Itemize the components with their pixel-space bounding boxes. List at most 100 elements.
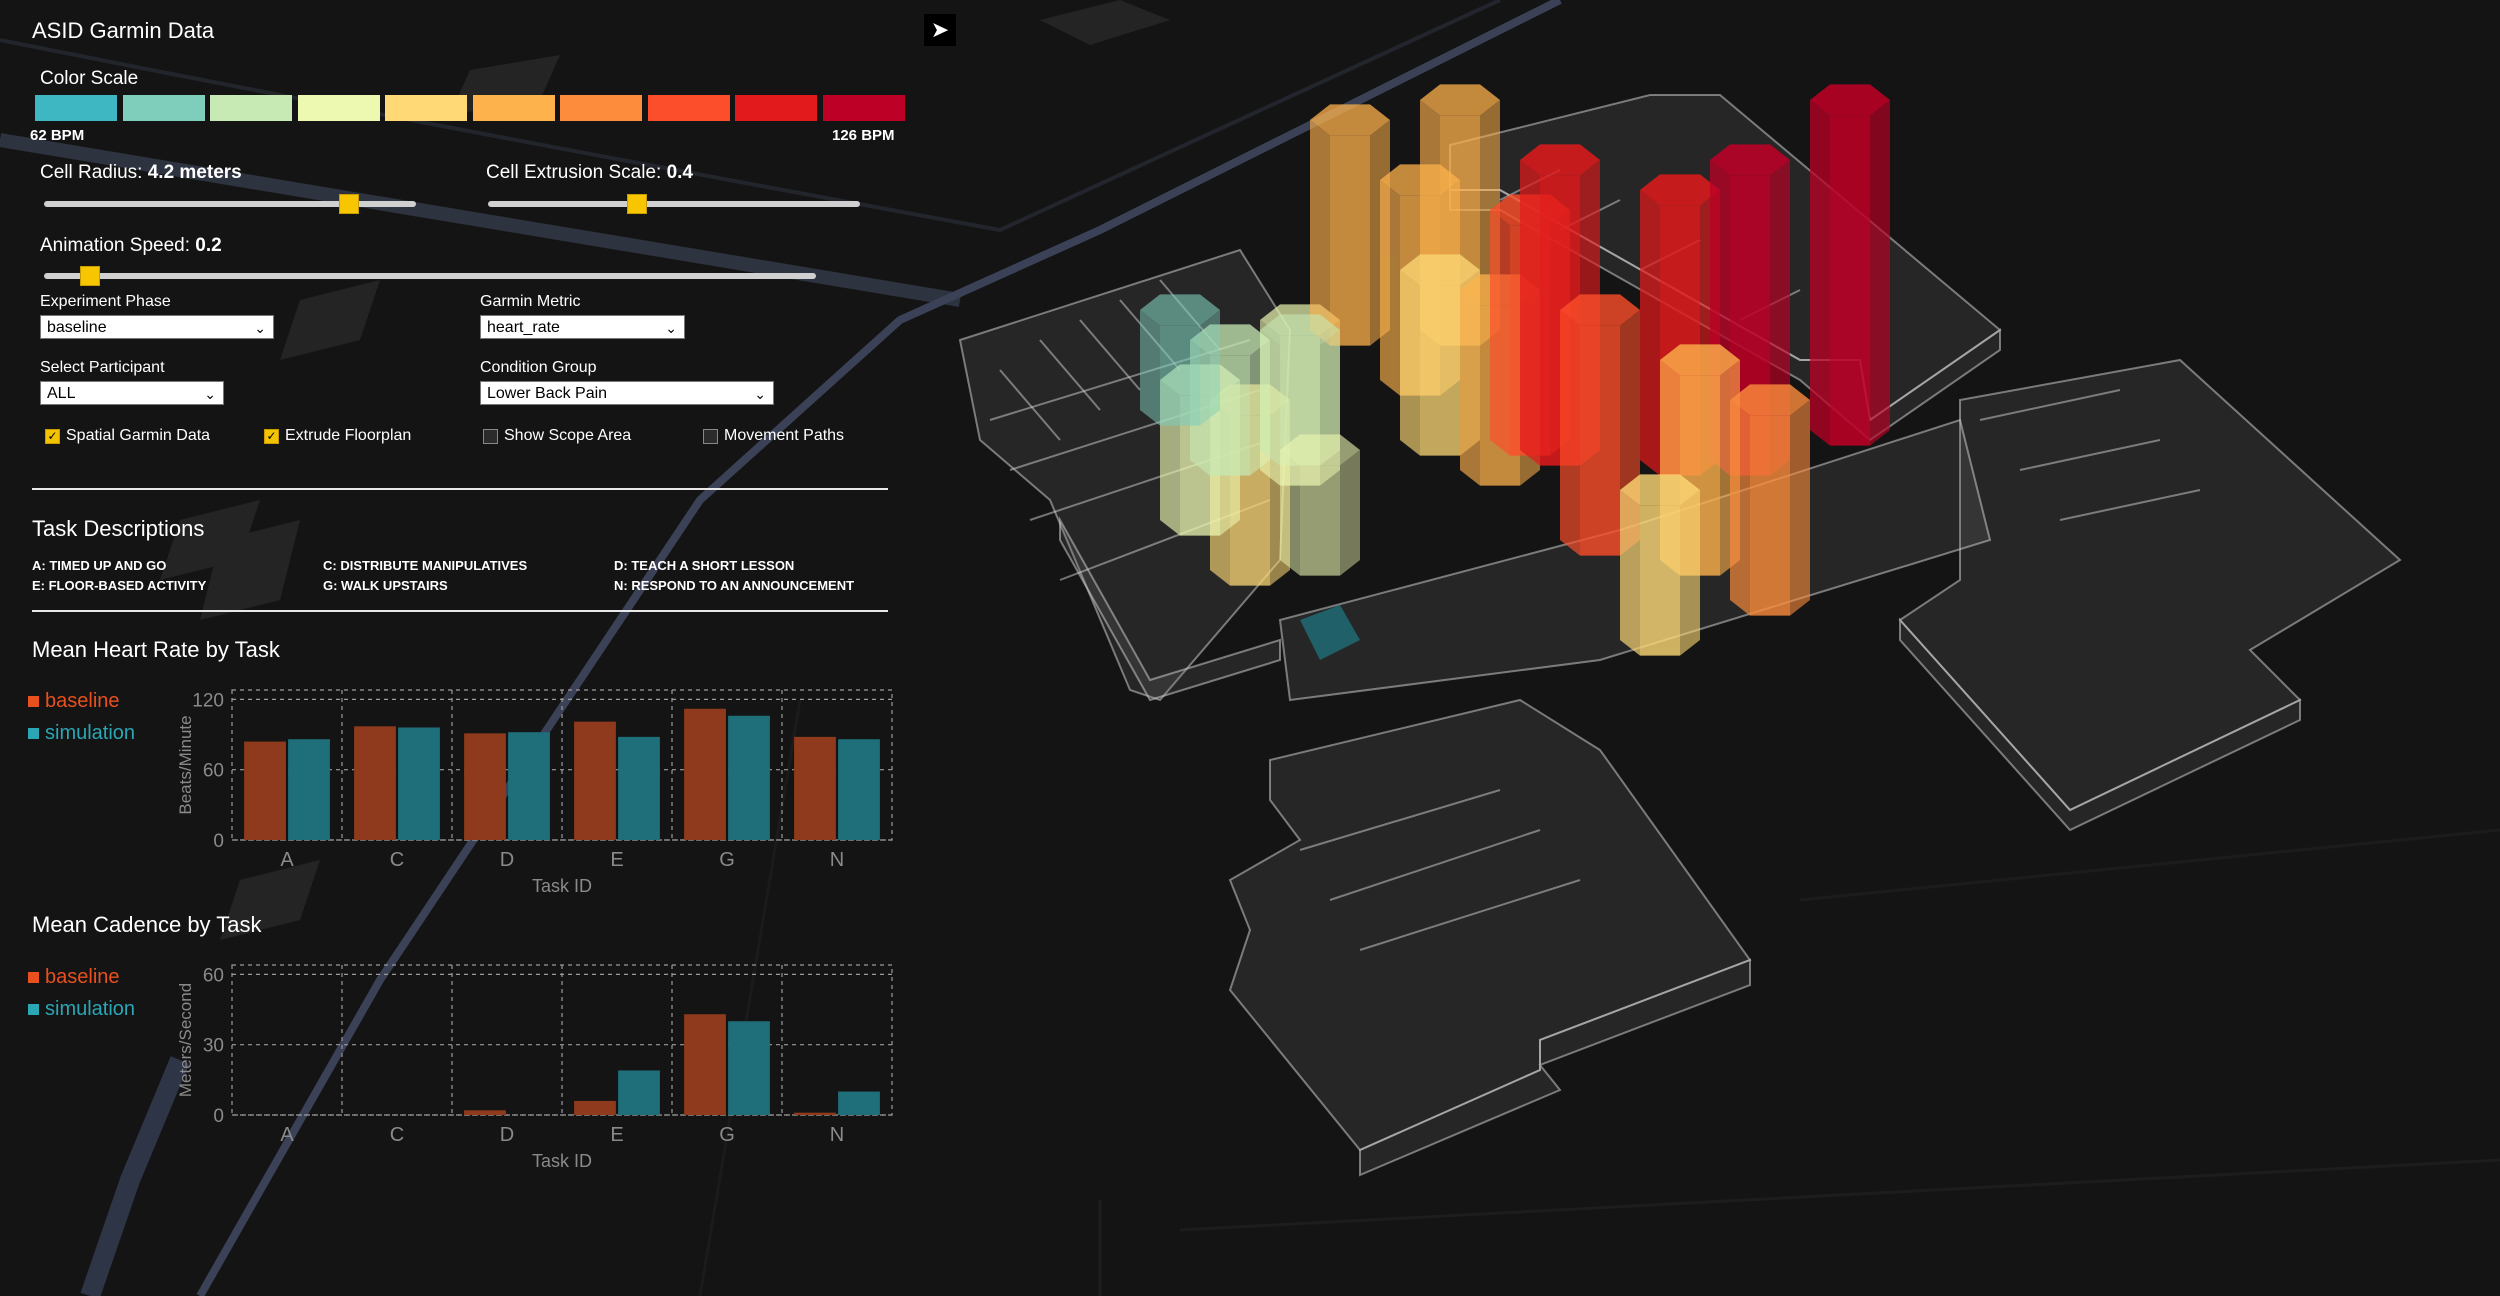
bar-baseline-E[interactable] <box>574 721 616 840</box>
hex-cell[interactable] <box>1280 434 1360 576</box>
bar-simulation-A[interactable] <box>288 739 330 840</box>
heart-rate-chart: 0 60 120 A C D E G N Task ID Beats/Minute <box>176 689 893 896</box>
bar-simulation-C[interactable] <box>398 727 440 841</box>
condition-group-value: Lower Back Pain <box>487 385 608 402</box>
task-item: E: FLOOR-BASED ACTIVITY <box>32 578 207 593</box>
hex-cell[interactable] <box>1810 84 1890 446</box>
app-title: ASID Garmin Data <box>32 18 215 43</box>
hex-cell[interactable] <box>1730 384 1810 616</box>
heart-rate-chart-title: Mean Heart Rate by Task <box>32 637 280 662</box>
checkbox-extrude-floorplan[interactable]: ✓ Extrude Floorplan <box>264 427 411 445</box>
color-scale-label: Color Scale <box>40 68 139 89</box>
hex-cell[interactable] <box>1310 104 1390 346</box>
hex-top <box>1400 254 1480 286</box>
animation-speed-slider[interactable] <box>80 266 101 286</box>
cell-radius-track[interactable] <box>44 201 416 207</box>
checkbox-spatial-garmin[interactable]: ✓ Spatial Garmin Data <box>45 427 210 445</box>
cell-extrusion-slider[interactable] <box>626 194 647 214</box>
hex-top <box>1730 384 1810 416</box>
legend-simulation: simulation <box>28 998 135 1021</box>
hex-face <box>1490 210 1510 456</box>
hex-face <box>1280 450 1300 576</box>
hex-top <box>1710 144 1790 176</box>
hex-cell[interactable] <box>1620 474 1700 656</box>
legend-swatch <box>28 728 39 739</box>
experiment-phase-select[interactable]: baseline ⌄ <box>40 315 274 339</box>
hex-face <box>1380 180 1400 396</box>
y-tick-label: 0 <box>213 831 224 852</box>
x-tick-label: G <box>719 849 735 871</box>
bar-simulation-N[interactable] <box>838 1091 880 1115</box>
bar-baseline-G[interactable] <box>684 708 726 840</box>
task-item: C: DISTRIBUTE MANIPULATIVES <box>323 558 528 573</box>
color-scale-min: 62 BPM <box>30 127 85 144</box>
checkbox-icon[interactable]: ✓ <box>45 428 60 444</box>
participant-select[interactable]: ALL ⌄ <box>40 381 224 405</box>
color-swatch <box>297 95 380 121</box>
expand-arrow-icon[interactable]: ➤ <box>924 14 956 46</box>
bar-simulation-G[interactable] <box>728 1021 770 1115</box>
x-axis-label: Task ID <box>532 1151 592 1171</box>
hex-top <box>1620 474 1700 506</box>
bar-simulation-N[interactable] <box>838 739 880 840</box>
bar-baseline-E[interactable] <box>574 1100 616 1115</box>
hex-face <box>1520 160 1540 466</box>
cell-radius-slider[interactable] <box>339 194 360 214</box>
color-swatch <box>122 95 205 121</box>
cell-radius-label: Cell Radius: 4.2 meters <box>40 162 242 183</box>
x-tick-label: E <box>610 1124 623 1146</box>
bar-simulation-D[interactable] <box>508 732 550 840</box>
x-tick-label: A <box>280 1124 294 1146</box>
chevron-down-icon: ⌄ <box>665 320 677 336</box>
checkbox-icon[interactable] <box>703 428 718 444</box>
hex-face <box>1640 505 1680 656</box>
checkbox-show-scope[interactable]: Show Scope Area <box>483 427 631 445</box>
bar-baseline-N[interactable] <box>794 736 836 840</box>
hex-top <box>1310 104 1390 136</box>
animation-speed-track[interactable] <box>44 273 816 279</box>
bar-simulation-G[interactable] <box>728 715 770 840</box>
hex-top <box>1660 344 1740 376</box>
bar-baseline-D[interactable] <box>464 1110 506 1115</box>
scope-highlight <box>1300 605 1360 660</box>
legend-swatch <box>28 972 39 983</box>
task-descriptions-title: Task Descriptions <box>32 516 205 541</box>
legend-label: baseline <box>45 966 120 988</box>
legend-label: simulation <box>45 722 136 744</box>
hex-face <box>1680 490 1700 656</box>
checkbox-icon[interactable] <box>483 428 498 444</box>
hex-face <box>1330 135 1370 346</box>
legend-label: simulation <box>45 998 136 1020</box>
bar-simulation-E[interactable] <box>618 1070 660 1115</box>
color-swatch <box>735 95 817 121</box>
bar-baseline-G[interactable] <box>684 1014 726 1115</box>
experiment-phase-value: baseline <box>47 319 107 336</box>
hex-face <box>1400 270 1420 456</box>
cadence-chart-title: Mean Cadence by Task <box>32 912 262 937</box>
hex-cells <box>1140 84 1890 656</box>
task-item: A: TIMED UP AND GO <box>32 558 167 573</box>
hex-face <box>1790 400 1810 616</box>
x-tick-label: D <box>500 849 514 871</box>
hex-face <box>1870 100 1890 446</box>
bar-simulation-E[interactable] <box>618 736 660 840</box>
cell-extrusion-track[interactable] <box>488 201 860 207</box>
condition-group-select[interactable]: Lower Back Pain ⌄ <box>480 381 774 405</box>
y-axis-label: Meters/Second <box>176 983 195 1097</box>
bar-baseline-C[interactable] <box>354 726 396 840</box>
hex-top <box>1280 434 1360 466</box>
checkbox-movement-paths[interactable]: Movement Paths <box>703 427 844 445</box>
bar-baseline-N[interactable] <box>794 1112 836 1115</box>
bar-baseline-A[interactable] <box>244 741 286 840</box>
bar-baseline-D[interactable] <box>464 733 506 840</box>
garmin-metric-select[interactable]: heart_rate ⌄ <box>480 315 685 339</box>
legend-swatch <box>28 696 39 707</box>
condition-group-label: Condition Group <box>480 359 597 376</box>
y-tick-label: 120 <box>192 690 224 711</box>
legend-baseline: baseline <box>28 690 120 713</box>
checkbox-icon[interactable]: ✓ <box>264 428 279 444</box>
y-tick-label: 0 <box>213 1106 224 1127</box>
hex-cell[interactable] <box>1140 294 1220 426</box>
checkbox-label: Extrude Floorplan <box>285 427 412 444</box>
